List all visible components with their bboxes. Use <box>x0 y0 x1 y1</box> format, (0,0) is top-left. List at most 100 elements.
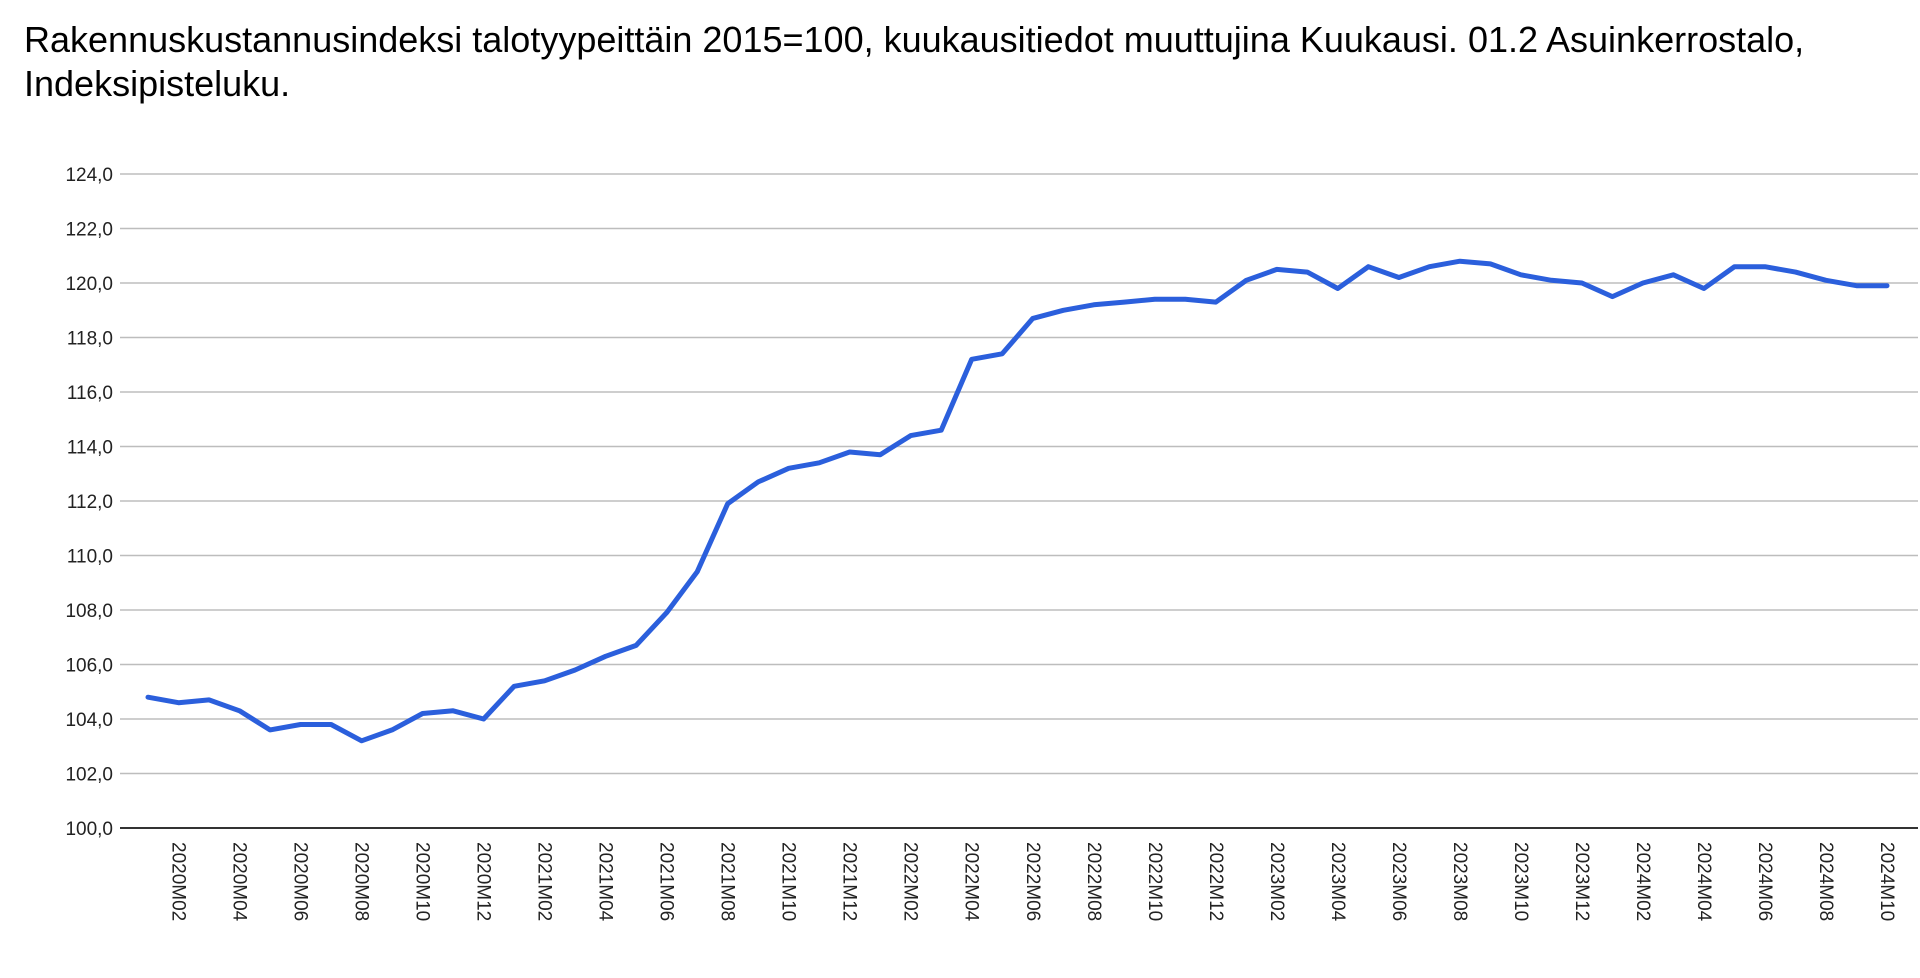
data-point <box>146 695 150 700</box>
y-tick-label: 124,0 <box>65 165 113 186</box>
x-tick-label: 2023M12 <box>1571 842 1592 921</box>
x-tick-label: 2020M02 <box>168 842 189 921</box>
data-point <box>1488 261 1493 266</box>
x-tick-label: 2023M08 <box>1449 842 1470 921</box>
x-tick-label: 2024M06 <box>1754 842 1775 921</box>
data-point <box>359 738 364 743</box>
x-tick-label: 2020M10 <box>412 842 433 921</box>
data-point <box>1000 351 1005 356</box>
x-tick-label: 2022M08 <box>1083 842 1104 921</box>
data-point <box>1274 267 1279 272</box>
data-point <box>176 700 181 705</box>
y-tick-label: 110,0 <box>67 547 113 568</box>
data-point <box>420 711 425 716</box>
y-tick-label: 102,0 <box>65 765 113 786</box>
data-point <box>695 569 700 574</box>
data-point <box>207 697 212 702</box>
gridlines <box>120 173 1918 775</box>
data-point <box>390 727 395 732</box>
data-point <box>1549 278 1554 283</box>
data-point <box>1854 283 1859 288</box>
x-tick-label: 2024M02 <box>1632 842 1653 921</box>
chart-title: Rakennuskustannusindeksi talotyypeittäin… <box>24 19 1805 104</box>
data-point <box>1213 300 1218 305</box>
y-tick-label: 116,0 <box>67 383 113 404</box>
data-point <box>1823 278 1828 283</box>
y-tick-labels: 100,0 102,0 104,0 106,0 108,0 110,0 112,0 114,0… <box>65 165 113 840</box>
x-tick-label: 2022M06 <box>1022 842 1043 921</box>
x-tick-label: 2021M10 <box>778 842 799 921</box>
y-tick-label: 118,0 <box>67 329 113 350</box>
data-point <box>756 479 761 484</box>
x-tick-label: 2022M12 <box>1205 842 1226 921</box>
series-layer <box>145 258 1890 744</box>
data-point <box>1610 294 1615 299</box>
data-point <box>298 722 303 727</box>
x-tick-label: 2020M08 <box>351 842 372 921</box>
x-tick-label: 2022M04 <box>961 842 982 922</box>
data-point <box>1091 302 1096 307</box>
x-tick-label: 2022M02 <box>900 842 921 921</box>
x-tick-label: 2021M08 <box>717 842 738 921</box>
data-point <box>1152 297 1157 302</box>
y-tick-label: 106,0 <box>65 656 113 677</box>
x-tick-labels: 2020M02 2020M04 2020M06 2020M08 2020M10 2020M… <box>168 842 1897 922</box>
x-tick-label: 2023M06 <box>1388 842 1409 921</box>
x-tick-label: 2024M10 <box>1876 842 1897 921</box>
data-point <box>1579 281 1584 285</box>
data-point <box>1183 297 1188 302</box>
data-point <box>1427 264 1432 269</box>
y-tick-label: 114,0 <box>67 438 113 459</box>
x-tick-label: 2021M02 <box>534 842 555 921</box>
data-point <box>1762 264 1767 269</box>
x-tick-label: 2021M06 <box>656 842 677 921</box>
data-point <box>1244 278 1249 283</box>
x-tick-label: 2021M12 <box>839 842 860 921</box>
x-tick-label: 2020M12 <box>473 842 494 921</box>
x-tick-label: 2024M04 <box>1693 842 1714 922</box>
y-tick-label: 100,0 <box>65 819 113 840</box>
x-tick-label: 2022M10 <box>1144 842 1165 921</box>
data-point <box>1640 281 1645 285</box>
data-point <box>908 433 913 438</box>
x-tick-label: 2020M06 <box>290 842 311 921</box>
data-point <box>664 610 669 615</box>
data-point <box>725 501 730 506</box>
data-point <box>542 678 547 683</box>
data-point <box>1671 272 1676 277</box>
data-point <box>939 428 944 433</box>
data-point <box>481 717 486 721</box>
series-line <box>145 258 1890 744</box>
x-tick-label: 2023M02 <box>1266 842 1287 921</box>
data-point <box>268 727 273 732</box>
x-tick-label: 2021M04 <box>595 842 616 922</box>
data-point <box>969 357 974 362</box>
y-tick-label: 120,0 <box>65 274 113 295</box>
data-point <box>1732 264 1737 269</box>
data-point <box>1335 286 1340 291</box>
data-point <box>573 667 578 672</box>
data-point <box>1305 270 1310 275</box>
data-point <box>786 466 791 471</box>
data-point <box>847 449 852 454</box>
data-point <box>1793 270 1798 275</box>
y-tick-label: 104,0 <box>65 710 113 731</box>
data-point <box>1885 283 1889 288</box>
data-point <box>451 708 456 713</box>
data-point <box>1366 264 1371 269</box>
data-point <box>817 460 822 465</box>
data-point <box>603 654 608 659</box>
data-point <box>1457 259 1462 264</box>
data-point <box>1061 308 1066 313</box>
x-tick-label: 2023M10 <box>1510 842 1531 921</box>
data-point <box>1122 300 1127 305</box>
data-point <box>878 452 883 457</box>
x-tick-label: 2020M04 <box>229 842 250 922</box>
data-point <box>634 643 639 648</box>
data-point <box>512 684 517 689</box>
y-tick-label: 122,0 <box>65 220 113 241</box>
data-point <box>237 708 242 713</box>
data-point <box>1396 275 1401 280</box>
y-tick-label: 112,0 <box>67 492 113 513</box>
